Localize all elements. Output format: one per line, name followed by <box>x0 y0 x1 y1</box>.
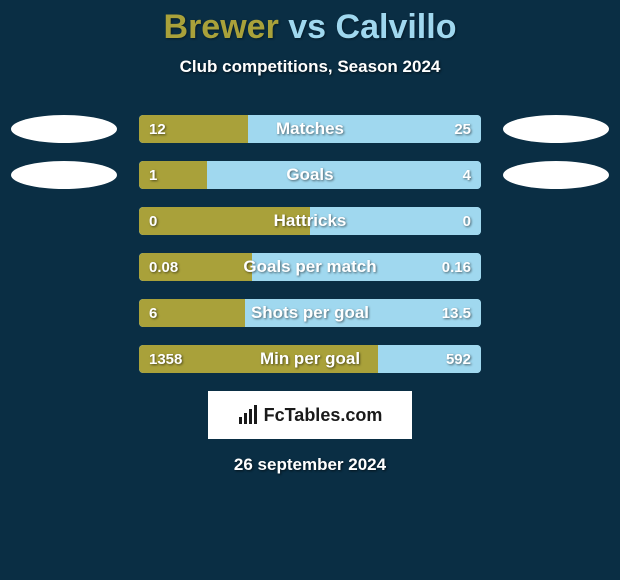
player2-name: Calvillo <box>336 8 457 46</box>
player1-name: Brewer <box>164 8 279 46</box>
badge-spacer <box>503 253 609 281</box>
title-vs: vs <box>288 8 326 46</box>
badge-spacer <box>11 345 117 373</box>
stat-label: Matches <box>139 115 481 143</box>
fctables-logo: FcTables.com <box>208 391 412 439</box>
stat-row: 1358592Min per goal <box>0 345 620 373</box>
stat-label: Goals per match <box>139 253 481 281</box>
stat-label: Min per goal <box>139 345 481 373</box>
stat-bar: 0.080.16Goals per match <box>139 253 481 281</box>
stat-row: 0.080.16Goals per match <box>0 253 620 281</box>
stats-chart: 1225Matches 14Goals 00Hattricks 0.080.16Goa… <box>0 115 620 373</box>
stat-label: Shots per goal <box>139 299 481 327</box>
badge-spacer <box>503 207 609 235</box>
stat-bar: 00Hattricks <box>139 207 481 235</box>
badge-spacer <box>11 253 117 281</box>
player1-badge <box>11 161 117 189</box>
date-text: 26 september 2024 <box>0 455 620 475</box>
badge-spacer <box>11 299 117 327</box>
player2-badge <box>503 115 609 143</box>
stat-row: 00Hattricks <box>0 207 620 235</box>
stat-bar: 1225Matches <box>139 115 481 143</box>
subtitle: Club competitions, Season 2024 <box>0 57 620 77</box>
stat-bar: 14Goals <box>139 161 481 189</box>
chart-icon <box>238 405 258 425</box>
comparison-infographic: Brewer vs Calvillo Club competitions, Se… <box>0 0 620 580</box>
stat-bar: 1358592Min per goal <box>139 345 481 373</box>
stat-label: Hattricks <box>139 207 481 235</box>
stat-row: 1225Matches <box>0 115 620 143</box>
stat-row: 14Goals <box>0 161 620 189</box>
badge-spacer <box>503 299 609 327</box>
player1-badge <box>11 115 117 143</box>
logo-text: FcTables.com <box>264 405 383 426</box>
badge-spacer <box>11 207 117 235</box>
page-title: Brewer vs Calvillo <box>0 0 620 47</box>
player2-badge <box>503 161 609 189</box>
stat-row: 613.5Shots per goal <box>0 299 620 327</box>
badge-spacer <box>503 345 609 373</box>
stat-label: Goals <box>139 161 481 189</box>
stat-bar: 613.5Shots per goal <box>139 299 481 327</box>
